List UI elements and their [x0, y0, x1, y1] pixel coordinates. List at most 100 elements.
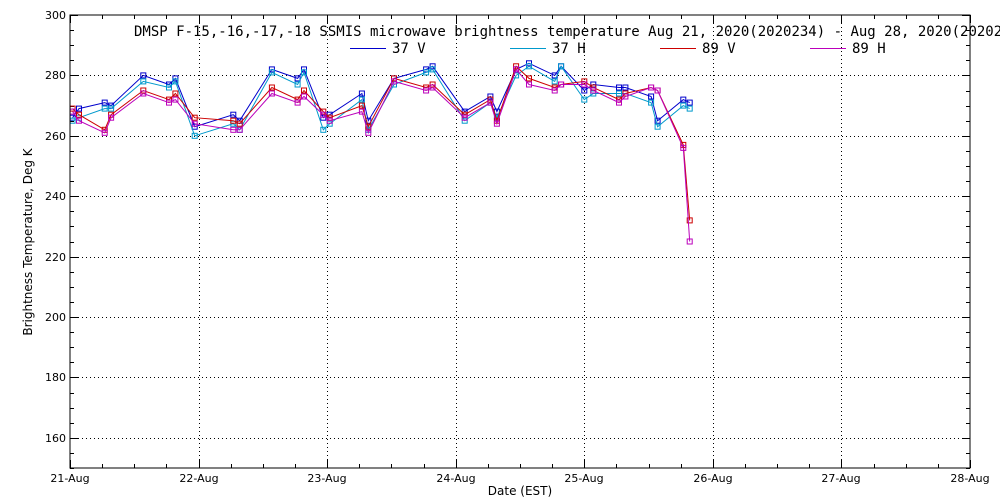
data-point-89-v [230, 117, 237, 124]
data-point-89-h [391, 78, 397, 85]
data-point-89-h [581, 81, 588, 88]
data-series [69, 60, 693, 245]
data-point-37-h [680, 102, 687, 109]
data-point-89-h [101, 129, 108, 136]
data-point-89-h [76, 117, 82, 124]
y-axis-title: Brightness Temperature, Deg K [21, 147, 35, 335]
data-point-89-h [108, 114, 115, 121]
data-point-89-h [236, 126, 243, 133]
data-point-37-h [558, 63, 565, 70]
y-tick-label: 240 [45, 190, 66, 203]
data-point-37-h [551, 78, 558, 85]
data-point-89-h [166, 99, 172, 106]
y-tick-label: 260 [45, 130, 66, 143]
data-point-37-v [429, 63, 436, 70]
data-point-37-v [648, 93, 655, 100]
data-point-89-h [616, 99, 622, 106]
x-axis-title: Date (EST) [488, 484, 552, 498]
data-point-89-h [301, 93, 307, 100]
data-point-89-v [191, 114, 198, 121]
x-tick-label: 22-Aug [179, 472, 218, 485]
data-point-89-h [191, 120, 198, 127]
data-point-37-v [680, 96, 687, 103]
data-point-37-h [108, 105, 115, 112]
data-point-37-h [294, 81, 301, 88]
data-point-89-h [487, 99, 494, 106]
data-point-37-v [101, 99, 108, 106]
data-point-89-h [268, 90, 275, 97]
data-point-37-h [648, 99, 655, 106]
data-point-37-h [172, 78, 179, 85]
plot-frame [69, 14, 971, 469]
y-tick-label: 280 [45, 69, 66, 82]
data-point-37-h [686, 105, 693, 112]
data-point-37-h [191, 132, 198, 139]
chart-title: DMSP F-15,-16,-17,-18 SSMIS microwave br… [134, 24, 1000, 40]
legend-label-89-v: 89 V [702, 41, 736, 57]
data-point-37-v [140, 72, 147, 79]
data-point-89-h [590, 87, 597, 94]
data-point-89-v [76, 111, 82, 118]
legend-label-37-h: 37 H [552, 41, 586, 57]
x-tick-label: 27-Aug [821, 472, 860, 485]
data-point-37-v [230, 111, 237, 118]
legend-label-89-h: 89 H [852, 41, 886, 57]
data-point-89-h [680, 144, 687, 151]
data-point-37-v [686, 99, 693, 106]
data-point-37-h [166, 84, 172, 91]
data-point-89-h [140, 90, 147, 97]
data-point-37-h [101, 105, 108, 112]
data-point-89-h [461, 114, 468, 121]
data-point-89-h [294, 99, 301, 106]
data-point-37-v [358, 90, 365, 97]
data-point-89-v [526, 75, 532, 82]
data-point-89-h [365, 129, 372, 136]
data-point-89-h [558, 81, 565, 88]
x-tick-label: 26-Aug [693, 472, 732, 485]
y-tick-label: 200 [45, 311, 66, 324]
legend-label-37-v: 37 V [392, 41, 426, 57]
data-point-89-v [172, 90, 179, 97]
legend: 37 V 37 H 89 V 89 H [350, 41, 886, 57]
data-point-37-h [320, 126, 327, 133]
data-point-89-h [358, 108, 365, 115]
data-point-89-h [686, 238, 693, 245]
data-point-89-h [648, 84, 655, 91]
data-point-37-h [423, 69, 430, 76]
x-tick-label: 24-Aug [436, 472, 475, 485]
axis-ticks [70, 15, 971, 469]
data-point-89-h [493, 120, 500, 127]
data-point-37-v [622, 84, 629, 91]
y-tick-label: 220 [45, 251, 66, 264]
data-point-89-v [358, 102, 365, 109]
data-point-37-h [616, 90, 622, 97]
data-point-37-h [301, 69, 307, 76]
data-point-89-v [268, 84, 275, 91]
data-point-37-v [487, 93, 494, 100]
data-point-89-h [513, 66, 520, 73]
data-point-37-v [616, 84, 622, 91]
data-point-89-h [423, 87, 430, 94]
data-point-89-h [326, 117, 333, 124]
data-point-89-h [654, 87, 661, 94]
data-point-89-h [526, 81, 532, 88]
data-point-89-h [230, 126, 237, 133]
x-tick-label: 21-Aug [50, 472, 89, 485]
data-point-89-h [320, 111, 327, 118]
tick-labels: 21-Aug 22-Aug 23-Aug 24-Aug 25-Aug 26-Aug 27-A… [45, 9, 990, 485]
data-point-89-h [172, 96, 179, 103]
data-point-37-v [76, 105, 82, 112]
data-point-37-h [654, 123, 661, 130]
data-point-89-v [301, 87, 307, 94]
data-point-37-v [581, 87, 588, 94]
data-point-89-h [429, 84, 436, 91]
data-point-89-h [622, 93, 629, 100]
data-point-37-v [294, 75, 301, 82]
y-tick-label: 300 [45, 9, 66, 22]
data-point-37-h [429, 66, 436, 73]
data-point-89-v [581, 78, 588, 85]
data-point-37-h [358, 96, 365, 103]
data-point-89-v [236, 120, 243, 127]
data-point-37-h [268, 69, 275, 76]
